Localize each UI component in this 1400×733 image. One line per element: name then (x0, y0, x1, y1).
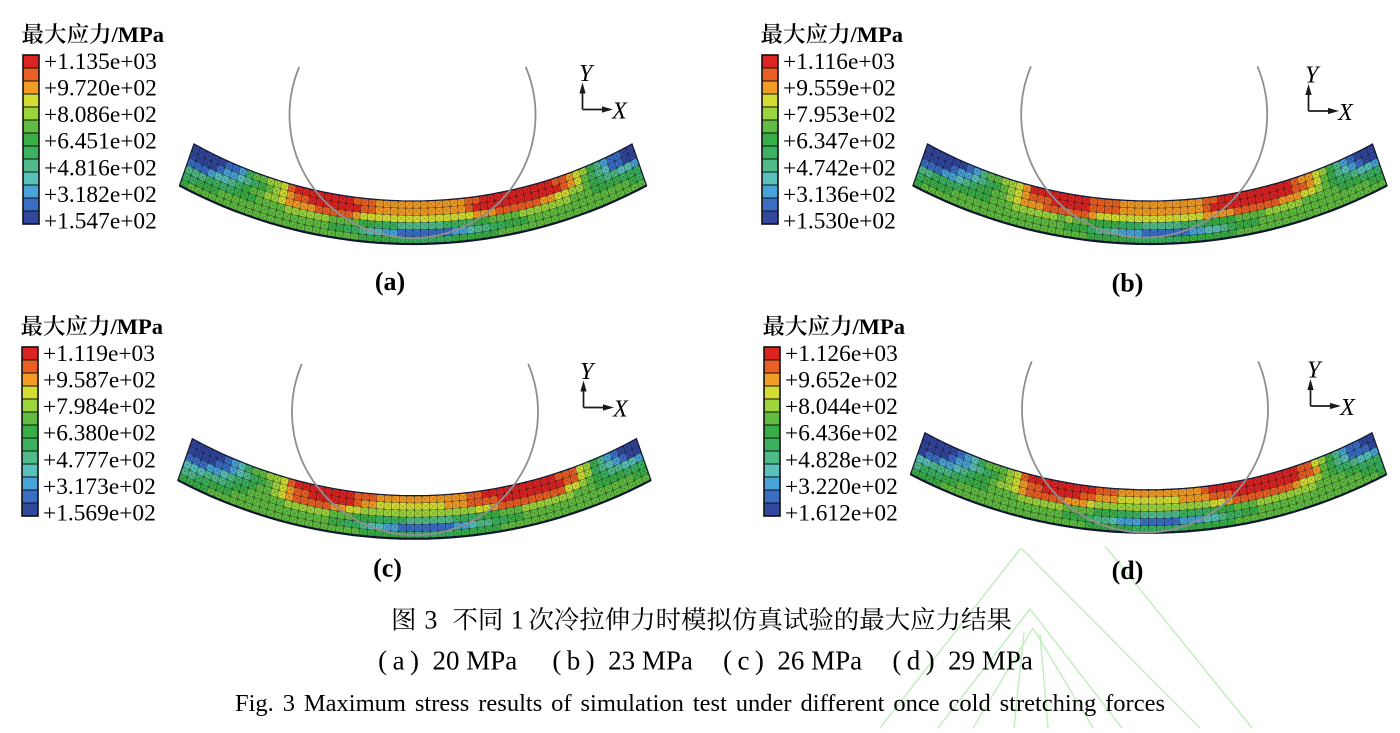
svg-text:+8.086e+02: +8.086e+02 (44, 102, 157, 128)
svg-text:Y: Y (579, 61, 595, 87)
svg-text:X: X (612, 397, 629, 423)
svg-text:+1.547e+02: +1.547e+02 (44, 209, 157, 235)
svg-text:X: X (1337, 100, 1354, 126)
svg-text:+1.530e+02: +1.530e+02 (783, 209, 896, 235)
svg-text:+6.436e+02: +6.436e+02 (785, 421, 898, 447)
svg-text:+3.173e+02: +3.173e+02 (43, 474, 156, 500)
svg-text:Y: Y (580, 359, 596, 385)
svg-text:+9.559e+02: +9.559e+02 (783, 75, 896, 101)
svg-text:( b ) 23 MPa: ( b ) 23 MPa (552, 646, 693, 676)
svg-text:+1.126e+03: +1.126e+03 (785, 341, 898, 367)
svg-text:+4.816e+02: +4.816e+02 (44, 155, 157, 181)
svg-text:+6.380e+02: +6.380e+02 (43, 421, 156, 447)
svg-text:+6.347e+02: +6.347e+02 (783, 129, 896, 155)
svg-text:(a): (a) (375, 267, 405, 296)
svg-text:(d): (d) (1112, 556, 1144, 585)
svg-text:+9.652e+02: +9.652e+02 (785, 367, 898, 393)
svg-text:X: X (611, 99, 628, 125)
svg-text:( c ) 26 MPa: ( c ) 26 MPa (723, 646, 862, 676)
svg-text:Y: Y (1307, 357, 1323, 383)
svg-text:+4.742e+02: +4.742e+02 (783, 155, 896, 181)
svg-text:+3.220e+02: +3.220e+02 (785, 474, 898, 500)
svg-text:1: 1 (511, 606, 524, 635)
svg-text:+3.182e+02: +3.182e+02 (44, 182, 157, 208)
svg-text:+4.828e+02: +4.828e+02 (785, 447, 898, 473)
svg-text:( a ) 20 MPa: ( a ) 20 MPa (378, 646, 517, 676)
svg-text:3: 3 (424, 606, 437, 635)
svg-text:+1.135e+03: +1.135e+03 (44, 49, 157, 75)
svg-text:+9.587e+02: +9.587e+02 (43, 367, 156, 393)
svg-text:+1.116e+03: +1.116e+03 (783, 49, 895, 75)
svg-text:+7.984e+02: +7.984e+02 (43, 394, 156, 420)
svg-text:/MPa: /MPa (850, 22, 903, 47)
svg-text:+3.136e+02: +3.136e+02 (783, 182, 896, 208)
svg-text:/MPa: /MPa (852, 314, 905, 339)
svg-text:Fig. 3 Maximum stress results: Fig. 3 Maximum stress results of simulat… (235, 690, 1165, 717)
svg-text:+1.569e+02: +1.569e+02 (43, 501, 156, 527)
svg-text:+7.953e+02: +7.953e+02 (783, 102, 896, 128)
svg-text:Y: Y (1305, 62, 1321, 88)
svg-text:+1.612e+02: +1.612e+02 (785, 501, 898, 527)
svg-text:X: X (1339, 395, 1356, 421)
svg-text:(c): (c) (373, 554, 402, 583)
svg-text:(b): (b) (1112, 269, 1144, 298)
svg-text:( d ) 29 MPa: ( d ) 29 MPa (892, 646, 1033, 676)
svg-text:+9.720e+02: +9.720e+02 (44, 75, 157, 101)
svg-text:/MPa: /MPa (110, 314, 163, 339)
svg-text:+6.451e+02: +6.451e+02 (44, 129, 157, 155)
svg-text:/MPa: /MPa (111, 22, 164, 47)
svg-text:+1.119e+03: +1.119e+03 (43, 341, 155, 367)
svg-text:+4.777e+02: +4.777e+02 (43, 447, 156, 473)
svg-text:+8.044e+02: +8.044e+02 (785, 394, 898, 420)
